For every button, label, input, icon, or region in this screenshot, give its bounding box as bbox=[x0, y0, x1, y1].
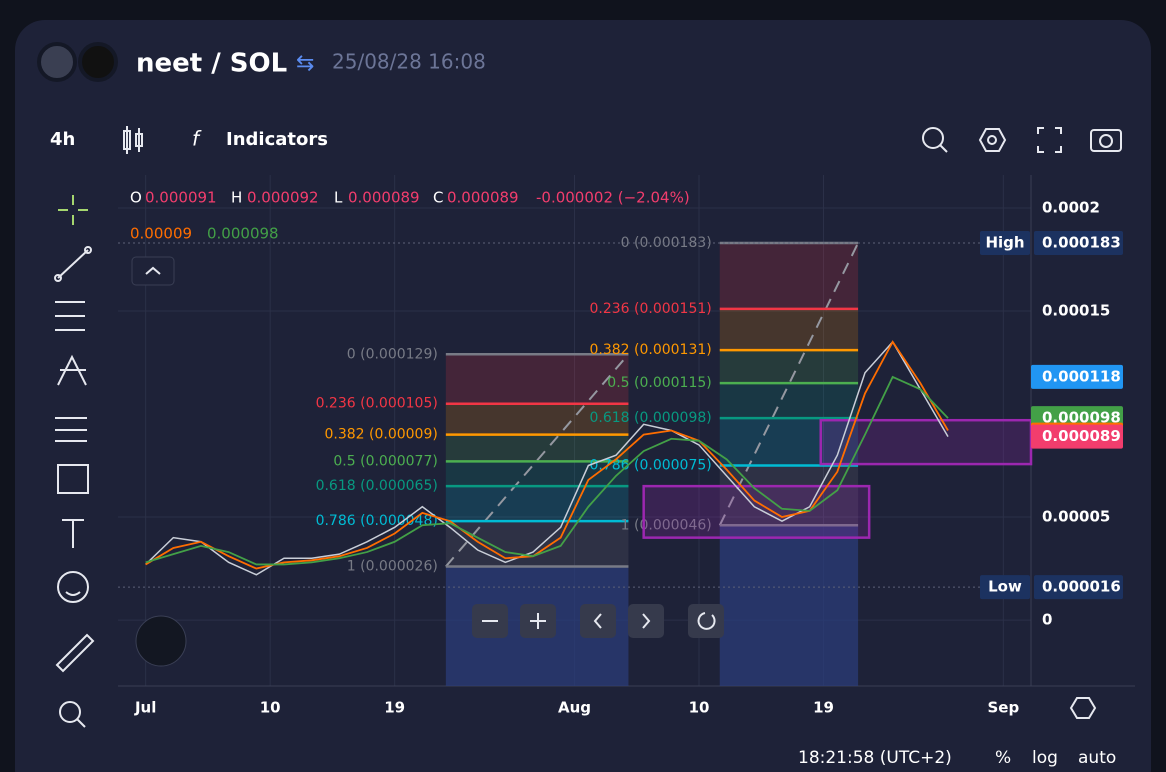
fib-zone bbox=[719, 383, 859, 419]
collapse-icon bbox=[145, 266, 161, 275]
low-label: Low bbox=[988, 578, 1022, 596]
clock: 18:21:58 (UTC+2) bbox=[798, 748, 952, 768]
low-value: 0.000016 bbox=[1042, 578, 1121, 596]
top-icons[interactable] bbox=[922, 127, 1122, 153]
fib-zone bbox=[719, 350, 859, 384]
x-tick-label: 10 bbox=[260, 699, 281, 717]
y-tick-label: 0.00005 bbox=[1042, 508, 1110, 526]
fib-zone bbox=[445, 403, 629, 435]
high-value: 0.000183 bbox=[1042, 233, 1121, 251]
c-label: C bbox=[433, 189, 443, 207]
c-value: 0.000089 bbox=[447, 189, 519, 207]
token-icon bbox=[37, 42, 77, 82]
fib-label: 0.236 (0.000105) bbox=[316, 396, 438, 412]
fib-label: 0.5 (0.000115) bbox=[607, 375, 711, 391]
y-tick-label: 0.0002 bbox=[1042, 198, 1100, 216]
sol-icon bbox=[78, 42, 118, 82]
fib-label: 1 (0.000026) bbox=[347, 558, 438, 574]
high-value-tag bbox=[1034, 230, 1123, 255]
fib-label: 0.382 (0.00009) bbox=[324, 427, 437, 443]
percent[interactable]: % bbox=[995, 748, 1011, 768]
y-tick-label: 0 bbox=[1042, 611, 1052, 629]
fib-base-zone bbox=[719, 525, 859, 686]
swap[interactable]: ⇆ bbox=[296, 51, 314, 76]
low-tag bbox=[980, 575, 1030, 600]
price-tag bbox=[1031, 424, 1123, 449]
logo bbox=[135, 615, 187, 667]
x-tick-label: 19 bbox=[384, 699, 405, 717]
series-line bbox=[145, 340, 949, 576]
left-toolbar[interactable] bbox=[54, 195, 95, 728]
l-label: L bbox=[334, 189, 343, 207]
fib-trend bbox=[445, 353, 630, 568]
fib-label: 0.618 (0.000098) bbox=[589, 410, 711, 426]
fib-zone bbox=[719, 308, 859, 351]
fib-zone bbox=[719, 418, 859, 466]
change: -0.000002 (−2.04%) bbox=[536, 189, 690, 207]
fib-trend bbox=[718, 242, 859, 526]
auto[interactable]: auto bbox=[1078, 748, 1116, 768]
fib-zone bbox=[445, 434, 629, 462]
candle-type[interactable] bbox=[123, 126, 143, 154]
fib-label: 0.236 (0.000151) bbox=[589, 301, 711, 317]
x-tick-label: Sep bbox=[987, 699, 1019, 717]
ma1-value: 0.00009 bbox=[130, 225, 192, 243]
price-tag-label: 0.000118 bbox=[1042, 367, 1121, 385]
log[interactable]: log bbox=[1032, 748, 1058, 768]
fib-label: 0.786 (0.000075) bbox=[589, 458, 711, 474]
y-tick-label: 0.00015 bbox=[1042, 301, 1110, 319]
ma2-value: 0.000098 bbox=[207, 225, 279, 243]
collapse[interactable] bbox=[131, 256, 175, 286]
fib-label: 0.618 (0.000065) bbox=[316, 478, 438, 494]
low-value-tag bbox=[1034, 575, 1123, 600]
x-tick-label: Aug bbox=[558, 699, 591, 717]
h-value: 0.000092 bbox=[247, 189, 319, 207]
indicators[interactable]: Indicators bbox=[226, 129, 328, 150]
pair: neet / SOL bbox=[136, 49, 287, 79]
fib-label: 0 (0.000129) bbox=[347, 346, 438, 362]
fib-label: 0.5 (0.000077) bbox=[333, 453, 437, 469]
fib-zone bbox=[445, 521, 629, 567]
zoom-buttons[interactable] bbox=[472, 604, 724, 638]
fx-icon[interactable]: f bbox=[192, 127, 202, 151]
l-value: 0.000089 bbox=[348, 189, 420, 207]
timestamp: 25/08/28 16:08 bbox=[332, 50, 486, 74]
high-label: High bbox=[985, 233, 1024, 251]
fib-label: 0 (0.000183) bbox=[621, 235, 712, 251]
o-label: O bbox=[130, 189, 142, 207]
price-tag-label: 0.000098 bbox=[1042, 409, 1121, 427]
x-tick-label: 10 bbox=[689, 699, 710, 717]
x-tick-label: Jul bbox=[134, 699, 156, 717]
x-tick-label: 19 bbox=[813, 699, 834, 717]
o-value: 0.000091 bbox=[145, 189, 217, 207]
fib-label: 0.382 (0.000131) bbox=[589, 342, 711, 358]
settings[interactable] bbox=[1069, 697, 1097, 719]
series-line bbox=[145, 375, 949, 566]
price-tag-label: 0.000089 bbox=[1042, 427, 1121, 445]
fib-zone bbox=[445, 354, 629, 404]
zone-box bbox=[642, 484, 871, 539]
fib-zone bbox=[445, 486, 629, 522]
series-line bbox=[145, 340, 949, 570]
fib-zone bbox=[719, 242, 859, 309]
plot: Jul 10 19 Aug 10 19 Sep 0 0.00005 0.00015 0.0002 0 … bbox=[118, 175, 1135, 717]
interval[interactable]: 4h bbox=[50, 129, 75, 150]
high-tag bbox=[980, 230, 1030, 255]
h-label: H bbox=[231, 189, 242, 207]
price-tag bbox=[1031, 364, 1123, 389]
